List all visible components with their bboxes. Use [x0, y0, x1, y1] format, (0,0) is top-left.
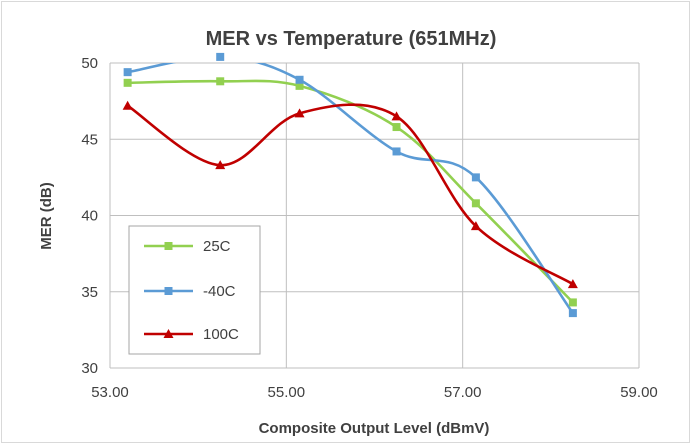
legend-marker-25c [164, 242, 173, 250]
series-line-40c [126, 63, 575, 315]
data-point-40c-2 [216, 52, 225, 61]
series-line-25c [126, 79, 575, 304]
data-point-25c-6 [568, 298, 577, 307]
series-layer [126, 63, 575, 315]
y-tick-label-50: 50 [81, 55, 98, 72]
data-point-100c-1 [122, 100, 133, 110]
y-tick-label-40: 40 [81, 208, 98, 225]
data-point-25c-4 [392, 123, 401, 132]
data-point-40c-1 [123, 68, 132, 77]
y-axis-title: MER (dB) [38, 182, 55, 250]
data-point-25c-5 [471, 199, 480, 208]
x-axis-title: Composite Output Level (dBmV) [259, 420, 490, 437]
x-tick-label-55-00: 55.00 [268, 384, 306, 401]
data-point-25c-2 [216, 77, 225, 86]
data-point-100c-3 [294, 108, 305, 118]
x-tick-label-57-00: 57.00 [444, 384, 482, 401]
tick-layer: 30 35 40 45 50 53.00 55.00 57.00 59.00 [81, 55, 657, 401]
chart-title: MER vs Temperature (651MHz) [206, 28, 497, 50]
y-tick-label-30: 30 [81, 360, 98, 377]
data-point-100c-4 [391, 111, 402, 121]
data-point-25c-3 [295, 81, 304, 90]
legend-marker-100c [163, 329, 174, 338]
legend-label-100c: 100C [203, 326, 239, 343]
x-tick-label-53-00: 53.00 [91, 384, 129, 401]
series-line-100c [126, 103, 575, 286]
y-tick-label-35: 35 [81, 284, 98, 301]
data-point-100c-2 [215, 160, 226, 170]
data-point-40c-5 [471, 173, 480, 182]
x-tick-label-59-00: 59.00 [620, 384, 658, 401]
data-point-25c-1 [123, 78, 132, 87]
marker-layer [122, 52, 578, 318]
legend-marker-40c [164, 287, 173, 295]
legend: 25C -40C 100C [128, 225, 261, 355]
y-tick-label-45: 45 [81, 131, 98, 148]
legend-label-40c: -40C [203, 283, 236, 300]
legend-box [128, 225, 261, 355]
data-point-40c-3 [295, 75, 304, 84]
data-point-100c-6 [567, 279, 578, 289]
data-point-100c-5 [470, 221, 481, 231]
legend-label-25c: 25C [203, 238, 231, 255]
data-point-40c-4 [392, 147, 401, 156]
data-point-40c-6 [568, 309, 577, 318]
